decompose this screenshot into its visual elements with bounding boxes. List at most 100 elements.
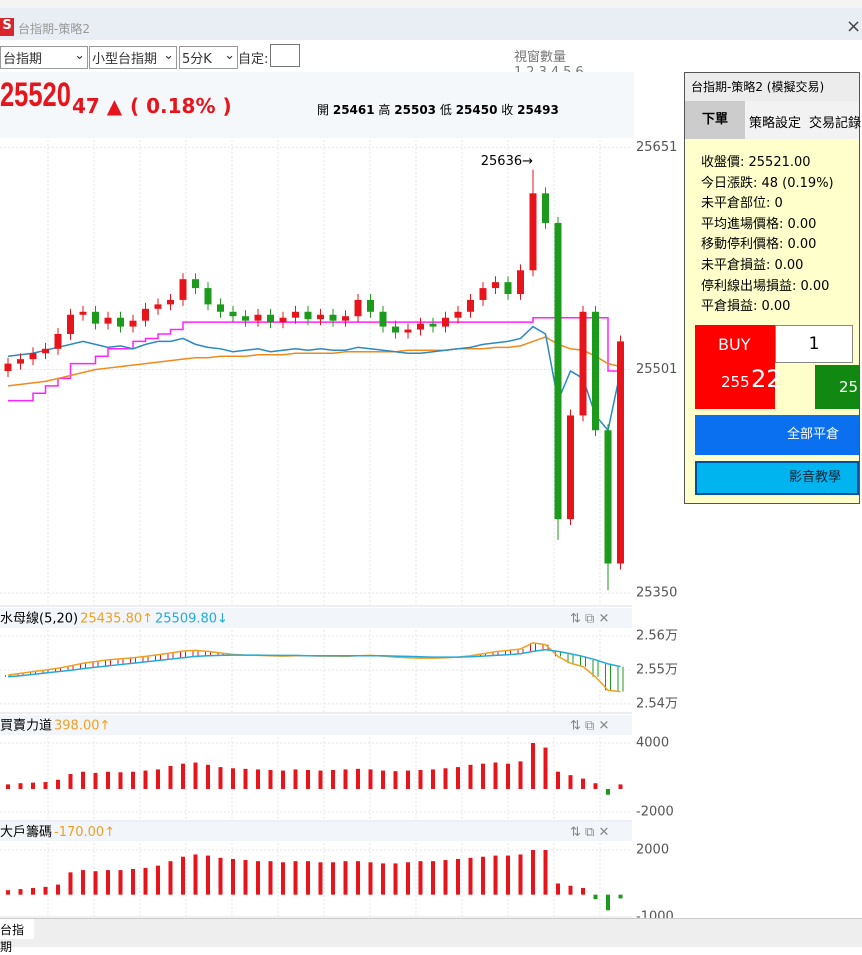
custom-input[interactable] — [270, 44, 300, 67]
panel-title: 台指期-策略2 (模擬交易) — [685, 73, 859, 101]
candle-body — [492, 282, 499, 289]
bar — [6, 890, 10, 895]
close-all-button[interactable]: 全部平倉 — [695, 415, 859, 455]
bar — [106, 771, 110, 789]
candle-body — [17, 359, 24, 364]
bar — [68, 774, 73, 789]
indicator-readout: -170.00↑ — [54, 825, 115, 840]
bar — [131, 868, 135, 895]
candle-body — [392, 326, 399, 333]
contract-select[interactable]: 小型台指期 ⌄ — [89, 46, 177, 69]
candle-body — [617, 341, 624, 564]
period-select[interactable]: 5分K ⌄ — [179, 46, 238, 69]
bar — [31, 887, 35, 895]
bar — [256, 769, 260, 789]
bar — [331, 862, 335, 895]
candle-body — [354, 299, 362, 317]
indicator-title: 水母線(5,20) — [0, 611, 78, 627]
panel-icons: ⇅ ⧉ ✕ — [570, 612, 609, 627]
bar — [193, 854, 198, 895]
candle-body — [592, 311, 599, 431]
candle-body — [204, 288, 212, 305]
app-icon: S — [0, 18, 14, 36]
bar — [293, 769, 298, 789]
bar — [443, 860, 448, 895]
bar — [343, 769, 348, 789]
bar — [81, 870, 85, 895]
bar — [556, 883, 560, 895]
sheet-tab[interactable]: 台指期 — [0, 919, 34, 954]
bar — [6, 784, 10, 789]
tutorial-button[interactable]: 影音教學 — [695, 461, 859, 495]
bar — [618, 894, 623, 899]
bar — [243, 860, 248, 895]
window-title: 台指期-策略2 — [18, 22, 90, 36]
bar — [606, 788, 610, 795]
bar — [18, 783, 23, 789]
candle-body — [292, 311, 299, 318]
sell-button[interactable]: 25 — [815, 365, 859, 409]
bar — [443, 768, 448, 789]
bar — [493, 855, 498, 895]
price-big: 22 — [751, 365, 782, 393]
candle-body — [579, 311, 587, 416]
y-tick-label: -2000 — [636, 804, 674, 819]
candle-body — [104, 317, 112, 324]
label: 開 — [317, 103, 330, 117]
bar — [43, 886, 48, 895]
bar — [418, 861, 423, 895]
tab[interactable]: 策略設定 — [749, 116, 802, 131]
bar — [593, 783, 598, 789]
candle-body — [404, 329, 412, 333]
candle-body — [67, 314, 74, 334]
candle-body — [192, 279, 199, 289]
bar — [468, 764, 473, 789]
bar — [506, 763, 510, 789]
y-tick-label: 25350 — [636, 586, 677, 601]
bar — [281, 770, 285, 789]
candle-body — [529, 193, 537, 271]
close-button[interactable]: × — [846, 16, 862, 37]
buy-button[interactable]: BUY 255 22 — [695, 325, 782, 409]
bar — [331, 769, 335, 789]
value: 25493 — [517, 103, 559, 117]
info-line: 收盤價: 25521.00 — [701, 155, 811, 170]
candle-body — [29, 353, 37, 360]
indicator-readout: 25509.80↓ — [155, 612, 228, 627]
bar — [106, 870, 110, 895]
bar — [156, 769, 160, 789]
bar — [568, 775, 573, 789]
bar — [381, 770, 385, 789]
candle-body — [129, 320, 137, 327]
bar — [493, 762, 498, 789]
bar — [531, 850, 535, 895]
bar — [381, 863, 385, 895]
bar — [293, 861, 298, 895]
tab[interactable]: 交易記錄 — [809, 116, 862, 131]
bar — [318, 770, 323, 789]
candle-body — [217, 304, 224, 312]
bar — [593, 894, 598, 900]
change-pct: ( 0.18% ) — [130, 94, 232, 118]
bar — [143, 867, 148, 895]
panel-icons: ⇅ ⧉ ✕ — [570, 719, 609, 734]
series-line — [7, 336, 621, 387]
bar — [356, 861, 360, 895]
bar — [118, 772, 123, 789]
bar — [556, 771, 560, 789]
info-line: 今日漲跌: 48 (0.19%) — [701, 175, 834, 191]
quantity-input[interactable]: 1 — [775, 325, 853, 363]
tab[interactable]: 下單 — [685, 101, 745, 139]
annotation: 25636→ — [481, 154, 533, 169]
product-select[interactable]: 台指期 ⌄ — [0, 46, 88, 69]
label: 收 — [501, 103, 514, 117]
bar — [393, 771, 398, 789]
candle-body — [304, 311, 312, 320]
bar — [481, 856, 485, 895]
bar — [368, 769, 373, 789]
candle-body — [179, 279, 187, 300]
y-tick-label: 25651 — [636, 140, 677, 155]
bar — [406, 770, 410, 789]
candle-body — [342, 316, 349, 321]
candle-body — [4, 363, 12, 372]
